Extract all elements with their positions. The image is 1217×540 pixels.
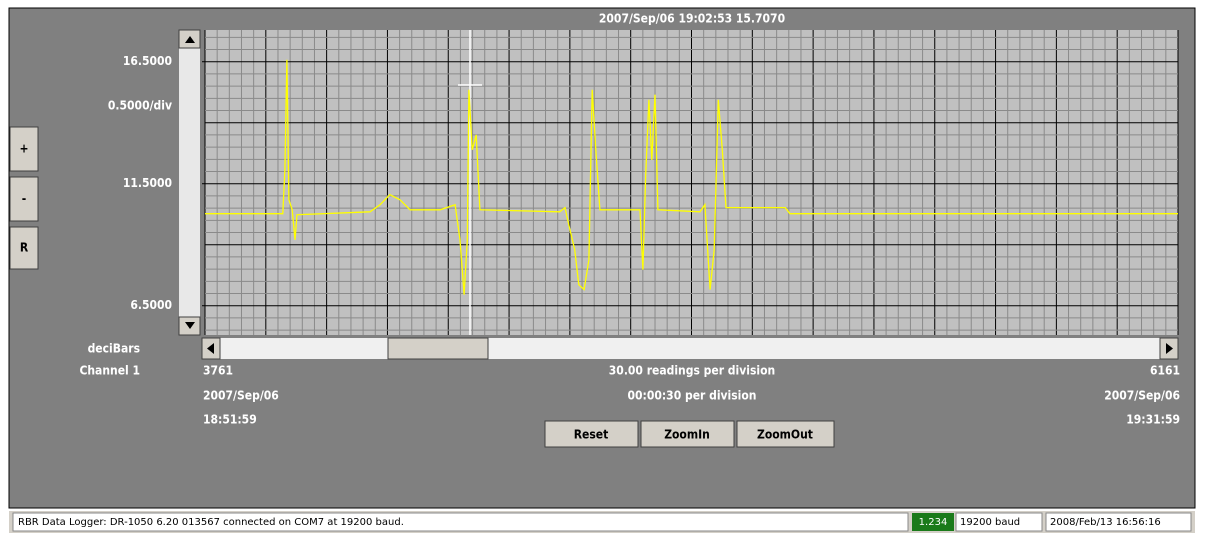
- minus-label: -: [22, 192, 26, 206]
- trace: [205, 59, 1178, 295]
- x-tick-label: 6161: [1150, 364, 1180, 378]
- r-label: R: [20, 241, 29, 255]
- side-buttons: + - R: [9, 126, 39, 270]
- zoomout-label: ZoomOut: [757, 428, 813, 442]
- reset-label: Reset: [574, 428, 609, 442]
- start-time: 18:51:59: [203, 413, 257, 427]
- h-scrollbar[interactable]: [202, 338, 1178, 359]
- y-tick-label: 6.5000: [130, 298, 172, 312]
- y-tick-label: 16.5000: [123, 54, 172, 68]
- minus-button[interactable]: [9, 176, 39, 222]
- status-message-box: [12, 512, 909, 532]
- scale-label: 0.5000/div: [108, 99, 172, 113]
- arrow-right: [1166, 343, 1173, 354]
- zoomin-button[interactable]: [640, 420, 735, 448]
- cursor-readout: 2007/Sep/06 19:02:53 15.7070: [599, 12, 785, 26]
- scroll-thumb[interactable]: [387, 337, 489, 360]
- plus-label: +: [19, 142, 28, 156]
- reset-button[interactable]: [544, 420, 639, 448]
- zoomin-label: ZoomIn: [664, 428, 710, 442]
- x-tick-label: 3761: [203, 364, 233, 378]
- end-time: 19:31:59: [1126, 413, 1180, 427]
- baud: 19200 baud: [960, 517, 1020, 528]
- end-date: 2007/Sep/06: [1104, 389, 1180, 403]
- reset-scale-button[interactable]: [9, 226, 39, 270]
- arrow-left: [207, 343, 214, 354]
- channel-label: Channel 1: [79, 364, 140, 378]
- status-message: RBR Data Logger: DR-1050 6.20 013567 con…: [18, 517, 404, 528]
- arrow-up: [185, 36, 195, 43]
- baud-box: [955, 512, 1043, 532]
- datetime-box: [1045, 512, 1192, 532]
- indicator: 1.234: [919, 517, 948, 528]
- arrow-down: [185, 322, 195, 329]
- plot: [202, 30, 1179, 335]
- zoomout-button[interactable]: [736, 420, 835, 448]
- plus-button[interactable]: [9, 126, 39, 172]
- indicator-box: [912, 513, 954, 531]
- start-date: 2007/Sep/06: [203, 389, 279, 403]
- datetime: 2008/Feb/13 16:56:16: [1050, 517, 1161, 528]
- readings-label: 30.00 readings per division: [609, 364, 775, 378]
- units-label: deciBars: [88, 342, 140, 356]
- time-label: 00:00:30 per division: [628, 389, 757, 403]
- v-scrollbar[interactable]: [179, 30, 200, 335]
- y-tick-label: 11.5000: [123, 176, 172, 190]
